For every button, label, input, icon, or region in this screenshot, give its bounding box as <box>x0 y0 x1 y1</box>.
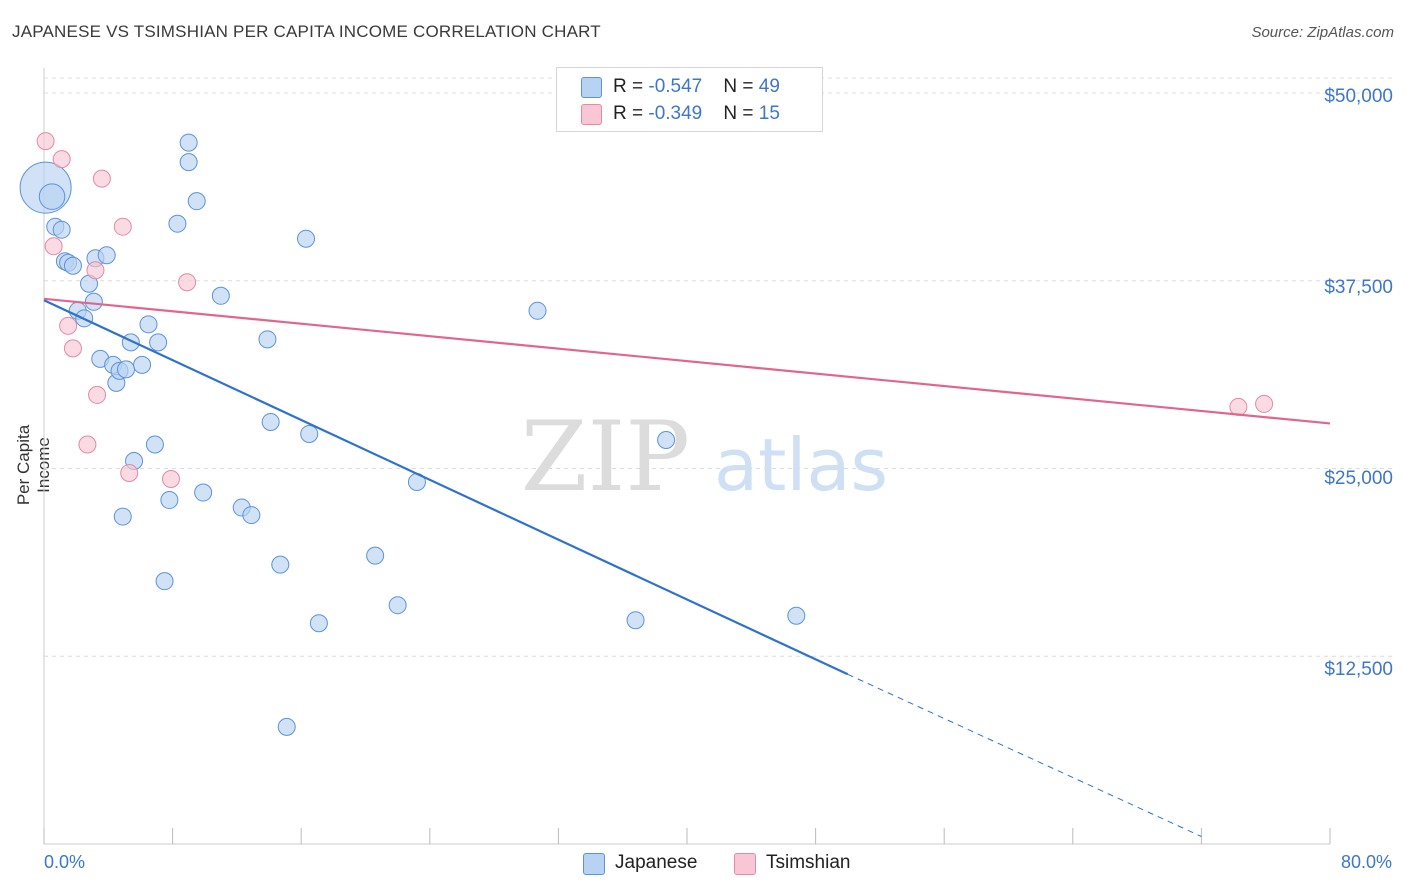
japanese-point <box>84 292 103 311</box>
legend-r-value-japanese: -0.547 <box>648 76 703 97</box>
japanese-point <box>657 430 676 449</box>
tsimshian-point <box>92 169 111 188</box>
watermark-zip: ZIP <box>521 401 690 513</box>
japanese-point <box>297 229 316 248</box>
legend-r-label: R = <box>613 76 649 97</box>
japanese-point <box>113 507 132 526</box>
y-tick-label-50000: $50,000 <box>1324 86 1393 107</box>
correlation-legend: R = -0.547 N = 49 R = -0.349 N = 15 <box>556 67 823 132</box>
legend-n-label: N = <box>723 76 759 97</box>
tsimshian-point <box>1255 394 1274 413</box>
japanese-point <box>52 220 71 239</box>
japanese-point <box>242 506 261 525</box>
tsimshian-point <box>78 435 97 454</box>
y-tick-label-25000: $25,000 <box>1324 468 1393 489</box>
legend-n-value-japanese: 49 <box>758 76 780 97</box>
japanese-point <box>155 572 174 591</box>
tsimshian-point <box>86 261 105 280</box>
tsimshian-point <box>113 217 132 236</box>
tsimshian-point <box>36 132 55 151</box>
japanese-point <box>261 412 280 431</box>
japanese-point <box>258 330 277 349</box>
japanese-point <box>97 246 116 265</box>
japanese-point <box>194 483 213 502</box>
japanese-point <box>211 286 230 305</box>
japanese-point <box>277 717 296 736</box>
source-label: Source: ZipAtlas.com <box>1251 24 1394 41</box>
japanese-trend-extension <box>847 673 1202 837</box>
x-tick-label-min: 0.0% <box>44 852 86 872</box>
japanese-point <box>271 555 290 574</box>
legend-r-label: R = <box>613 103 649 124</box>
tsimshian-trend-line <box>43 297 1331 425</box>
legend-n-value-tsimshian: 15 <box>758 103 780 124</box>
japanese-point <box>179 153 198 172</box>
tsimshian-swatch <box>581 104 602 125</box>
japanese-point <box>38 183 66 210</box>
japanese-point <box>145 435 164 454</box>
japanese-point <box>139 315 158 334</box>
japanese-point <box>366 546 385 565</box>
tsimshian-point <box>1229 397 1248 416</box>
tsimshian-legend-swatch <box>734 853 756 875</box>
japanese-swatch <box>581 77 602 98</box>
japanese-point <box>168 214 187 233</box>
tsimshian-point <box>178 273 197 292</box>
tsimshian-point <box>44 237 63 256</box>
japanese-point <box>149 333 168 352</box>
japanese-point <box>160 491 179 510</box>
japanese-point <box>300 424 319 443</box>
tsimshian-legend-label: Tsimshian <box>766 852 851 873</box>
japanese-point <box>116 360 135 379</box>
legend-n-label: N = <box>723 103 759 124</box>
japanese-point <box>388 596 407 615</box>
tsimshian-point <box>59 316 78 335</box>
tsimshian-point <box>63 339 82 358</box>
japanese-point <box>528 301 547 320</box>
tsimshian-point <box>52 150 71 169</box>
watermark-atlas: atlas <box>714 423 888 507</box>
japanese-point <box>63 256 82 275</box>
x-tick-label-max: 80.0% <box>1340 852 1392 872</box>
japanese-legend-label: Japanese <box>615 852 698 873</box>
legend-r-value-tsimshian: -0.349 <box>648 103 703 124</box>
japanese-point <box>187 192 206 211</box>
japanese-trend-line <box>43 299 849 676</box>
chart-title: JAPANESE VS TSIMSHIAN PER CAPITA INCOME … <box>12 22 601 41</box>
japanese-point <box>133 355 152 374</box>
tsimshian-point <box>120 464 139 483</box>
y-tick-label-12500: $12,500 <box>1324 659 1393 680</box>
tsimshian-point <box>88 385 107 404</box>
japanese-legend-swatch <box>583 853 605 875</box>
y-tick-label-37500: $37,500 <box>1324 277 1393 298</box>
japanese-point <box>179 133 198 152</box>
japanese-point <box>787 606 806 625</box>
tsimshian-point <box>161 470 180 489</box>
japanese-point <box>626 611 645 630</box>
japanese-point <box>309 614 328 633</box>
